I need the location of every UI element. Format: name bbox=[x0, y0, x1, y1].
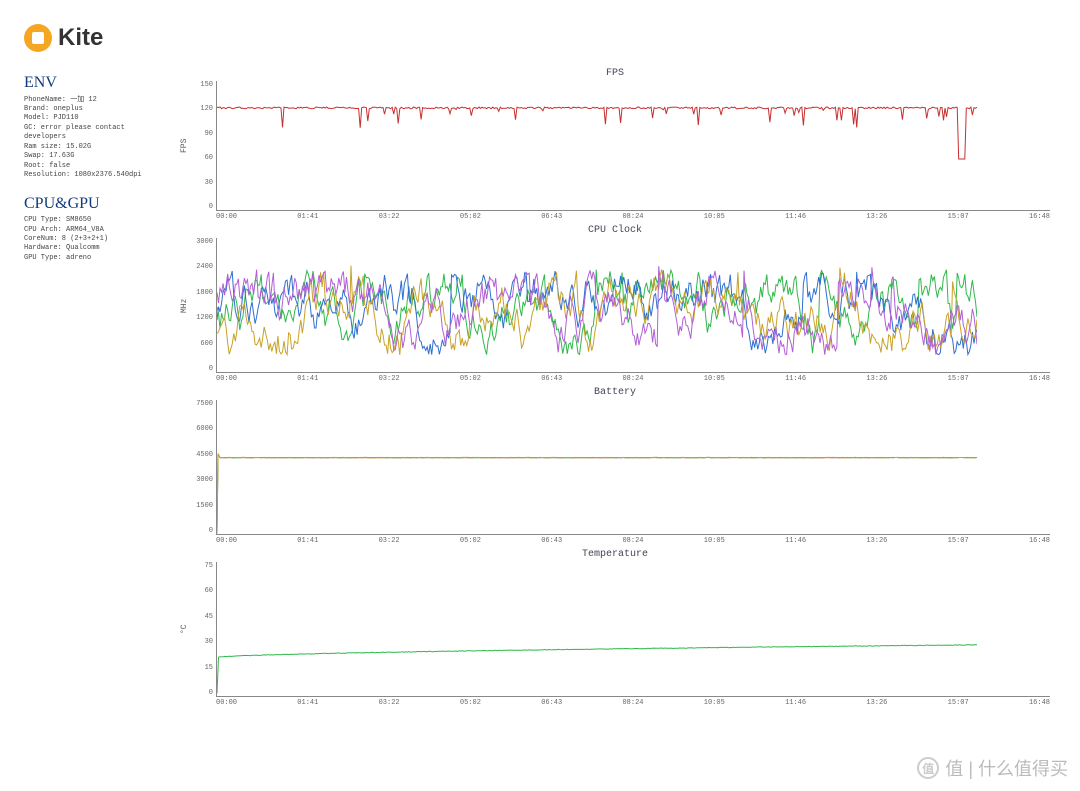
x-ticks: 00:0001:4103:2205:0206:4308:2410:0511:46… bbox=[216, 213, 1050, 221]
cpugpu-line: CPU Arch: ARM64_V8A bbox=[24, 226, 164, 235]
series-line bbox=[217, 645, 977, 694]
env-line: Root: false bbox=[24, 162, 164, 171]
chart-title: Battery bbox=[180, 387, 1050, 398]
chart-temp: Temperature°C75604530150batTemp00:0001:4… bbox=[180, 549, 1050, 707]
cpugpu-block: CPU&GPU CPU Type: SM8650CPU Arch: ARM64_… bbox=[24, 193, 164, 264]
plot-area bbox=[216, 238, 1050, 373]
y-ticks: 30002400180012006000 bbox=[192, 238, 216, 373]
env-line: Ram size: 15.02G bbox=[24, 143, 164, 152]
x-ticks: 00:0001:4103:2205:0206:4308:2410:0511:46… bbox=[216, 537, 1050, 545]
chart-title: CPU Clock bbox=[180, 225, 1050, 236]
env-line: Swap: 17.63G bbox=[24, 152, 164, 161]
series-line bbox=[217, 107, 977, 159]
brand-logo: Kite bbox=[24, 24, 103, 52]
series-line bbox=[217, 454, 977, 534]
env-line: PhoneName: 一加 12 bbox=[24, 96, 164, 105]
chart-cpu: CPU ClockMHz30002400180012006000cpu:0-1c… bbox=[180, 225, 1050, 383]
chart-title: FPS bbox=[180, 68, 1050, 79]
y-axis-label: °C bbox=[180, 562, 192, 697]
env-line: Brand: oneplus bbox=[24, 105, 164, 114]
chart-title: Temperature bbox=[180, 549, 1050, 560]
cpugpu-line: CPU Type: SM8650 bbox=[24, 216, 164, 225]
brand-name: Kite bbox=[58, 24, 103, 52]
env-block: ENV PhoneName: 一加 12Brand: oneplusModel:… bbox=[24, 72, 164, 181]
charts-column: FPSFPS1501209060300FPS86.2500:0001:4103:… bbox=[180, 68, 1050, 711]
series-line bbox=[217, 454, 977, 534]
env-line: GC: error please contact developers bbox=[24, 124, 164, 143]
cpugpu-line: GPU Type: adreno bbox=[24, 254, 164, 263]
y-ticks: 750060004500300015000 bbox=[192, 400, 216, 535]
cpugpu-line: CoreNum: 8 (2+3+2+1) bbox=[24, 235, 164, 244]
cpugpu-lines: CPU Type: SM8650CPU Arch: ARM64_V8ACoreN… bbox=[24, 216, 164, 263]
env-lines: PhoneName: 一加 12Brand: oneplusModel: PJD… bbox=[24, 96, 164, 181]
cpugpu-title: CPU&GPU bbox=[24, 193, 164, 215]
y-axis-label: MHz bbox=[180, 238, 192, 373]
env-title: ENV bbox=[24, 72, 164, 94]
env-line: Resolution: 1080x2376.540dpi bbox=[24, 171, 164, 180]
series-line bbox=[217, 454, 977, 534]
y-axis-label bbox=[180, 400, 192, 535]
y-ticks: 1501209060300 bbox=[192, 81, 216, 211]
plot-area bbox=[216, 400, 1050, 535]
watermark-text: 值 | 什么值得买 bbox=[945, 755, 1068, 781]
chart-battery: Battery750060004500300015000currentvolta… bbox=[180, 387, 1050, 545]
y-axis-label: FPS bbox=[180, 81, 192, 211]
brand-mark-icon bbox=[24, 24, 52, 52]
watermark: 值 值 | 什么值得买 bbox=[917, 755, 1068, 781]
sidebar-info: ENV PhoneName: 一加 12Brand: oneplusModel:… bbox=[24, 72, 164, 275]
plot-area bbox=[216, 562, 1050, 697]
y-ticks: 75604530150 bbox=[192, 562, 216, 697]
chart-fps: FPSFPS1501209060300FPS86.2500:0001:4103:… bbox=[180, 68, 1050, 221]
x-ticks: 00:0001:4103:2205:0206:4308:2410:0511:46… bbox=[216, 699, 1050, 707]
x-ticks: 00:0001:4103:2205:0206:4308:2410:0511:46… bbox=[216, 375, 1050, 383]
cpugpu-line: Hardware: Qualcomm bbox=[24, 244, 164, 253]
watermark-icon: 值 bbox=[917, 757, 939, 779]
env-line: Model: PJD110 bbox=[24, 114, 164, 123]
plot-area bbox=[216, 81, 1050, 211]
